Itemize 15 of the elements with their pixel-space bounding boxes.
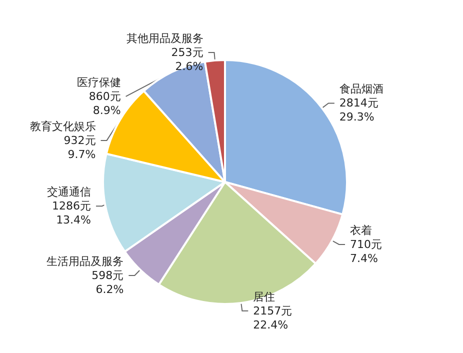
slice-label: 教育文化娱乐 [30, 120, 96, 133]
slice-label: 居住 [253, 290, 276, 304]
data-label: 710元 7.4% [350, 238, 382, 265]
slice-label: 食品烟酒 [339, 82, 384, 96]
data-label: 2814元 29.3% [339, 96, 378, 124]
data-label: 860元 8.9% [88, 90, 121, 117]
slice-label: 交通通信 [47, 186, 92, 199]
data-label: 598元 6.2% [92, 268, 124, 296]
slice-label: 生活用品及服务 [46, 254, 124, 268]
slice-label: 衣着 [350, 224, 372, 237]
data-label: 932元 9.7% [64, 134, 96, 161]
slice-label: 其他用品及服务 [126, 32, 204, 45]
data-label: 1286元 13.4% [52, 200, 92, 227]
slice-label: 医疗保健 [76, 76, 121, 89]
data-label: 2157元 22.4% [253, 304, 292, 332]
